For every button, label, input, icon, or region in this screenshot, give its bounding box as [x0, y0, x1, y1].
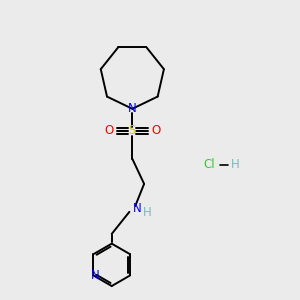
Text: O: O [151, 124, 160, 137]
Text: N: N [128, 102, 137, 115]
Text: O: O [104, 124, 113, 137]
Text: N: N [132, 202, 141, 215]
Text: N: N [91, 269, 100, 282]
Text: S: S [129, 124, 136, 137]
Text: H: H [143, 206, 152, 219]
Text: Cl: Cl [203, 158, 215, 171]
Text: H: H [231, 158, 240, 171]
